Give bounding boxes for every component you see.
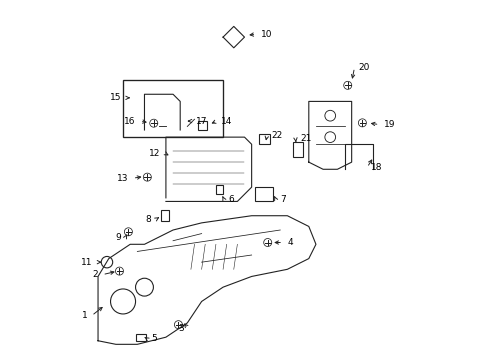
Bar <box>216 185 223 194</box>
Text: 20: 20 <box>358 63 369 72</box>
FancyBboxPatch shape <box>123 80 223 137</box>
Text: 13: 13 <box>117 174 128 183</box>
Text: 3: 3 <box>178 324 183 333</box>
Bar <box>135 334 146 341</box>
Text: 10: 10 <box>260 30 271 39</box>
Text: 22: 22 <box>271 131 282 140</box>
Text: 14: 14 <box>221 117 232 126</box>
Text: 17: 17 <box>196 117 207 126</box>
Text: 19: 19 <box>383 120 394 129</box>
Text: 7: 7 <box>280 195 285 204</box>
Text: 18: 18 <box>370 163 382 172</box>
Bar <box>160 210 169 221</box>
Bar <box>255 187 272 202</box>
Text: 11: 11 <box>81 258 93 267</box>
Text: 5: 5 <box>151 334 157 343</box>
Text: 9: 9 <box>115 233 121 242</box>
Text: 2: 2 <box>92 270 98 279</box>
Text: 1: 1 <box>81 311 87 320</box>
Text: 4: 4 <box>287 238 292 247</box>
Text: 16: 16 <box>124 117 135 126</box>
Bar <box>258 134 269 144</box>
Text: 15: 15 <box>109 93 121 102</box>
Text: 6: 6 <box>228 195 234 204</box>
Text: 21: 21 <box>299 134 310 143</box>
Bar <box>292 143 303 157</box>
Text: 8: 8 <box>145 215 151 224</box>
Bar <box>198 121 206 130</box>
Text: 12: 12 <box>149 149 160 158</box>
